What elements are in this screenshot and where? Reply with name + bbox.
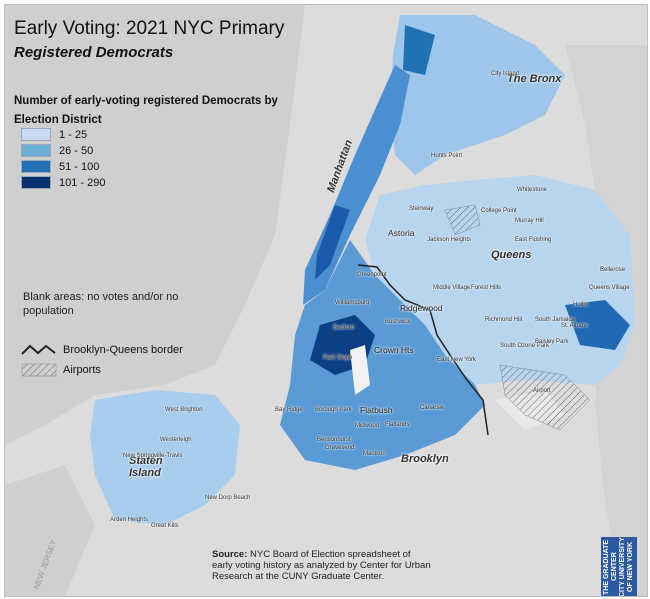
hood-ridgewood: Ridgewood [400, 303, 443, 313]
hood-astoria: Astoria [388, 228, 415, 238]
hood-flatbush: Flatbush [360, 405, 393, 415]
hood-east-flushing: East Flushing [515, 237, 552, 243]
hood-hunts-point: Hunts Point [431, 153, 463, 159]
hood-college-point: College Point [481, 208, 517, 214]
label-staten-island: Staten Island [129, 455, 163, 479]
hood-borough-park: Borough Park [315, 407, 352, 413]
source-text: NYC Board of Election spreadsheet of ear… [212, 549, 431, 582]
border-line-icon [21, 344, 56, 355]
airport-legend-label: Airports [63, 364, 101, 376]
hood-bedford: Bedford [333, 325, 355, 331]
hood-arden-heights: Arden Heights [110, 517, 149, 523]
new-jersey-land [5, 5, 305, 445]
hood-east-new-york: East New York [437, 357, 477, 363]
hood-great-kills: Great Kills [151, 523, 179, 529]
hood-baisley-park: Baisley Park [535, 339, 569, 345]
hood-new-dorp-beach: New Dorp Beach [205, 495, 251, 501]
hood-bensonhurst: Bensonhurst [317, 437, 351, 443]
legend-row-2: 26 - 50 [21, 143, 93, 158]
hood-south-jamaica: South Jamaica [535, 317, 575, 323]
legend-row-4: 101 - 290 [21, 175, 105, 190]
hood-bushwick: Bushwick [385, 319, 411, 325]
hood-queens-village: Queens Village [589, 285, 630, 291]
hood-west-brighton: West Brighton [165, 407, 203, 413]
blank-area-park [350, 345, 370, 395]
airport-hatch-icon [21, 363, 57, 377]
map-title: Early Voting: 2021 NYC Primary [14, 18, 285, 39]
hood-crown-hts: Crown Hts [374, 345, 414, 355]
source-note: Source: NYC Board of Election spreadshee… [212, 549, 432, 582]
hood-bay-ridge: Bay Ridge [275, 407, 303, 413]
border-legend-label: Brooklyn-Queens border [63, 344, 183, 356]
queens-region [365, 175, 635, 385]
legend-title: Number of early-voting registered Democr… [14, 95, 278, 126]
hood-flatlands: Flatlands [385, 422, 410, 428]
legend-swatch-2 [21, 144, 51, 157]
hood-whitestone: Whitestone [517, 187, 548, 193]
airport-legend-item: Airports [21, 363, 101, 377]
hood-gravesend: Gravesend [325, 445, 355, 451]
hood-park-slope: Park Slope [323, 355, 353, 361]
legend-label-1: 1 - 25 [59, 128, 88, 141]
border-legend-item: Brooklyn-Queens border [21, 343, 183, 357]
dense-districts-jamaica [565, 300, 630, 350]
label-the-bronx: The Bronx [507, 73, 562, 85]
hood-steinway: Steinway [409, 206, 434, 212]
hood-madison: Madison [363, 451, 386, 457]
hood-south-ozone-park: South Ozone Park [500, 343, 550, 349]
hood-midwood: Midwood [355, 423, 380, 429]
blank-areas-note: Blank areas: no votes and/or no populati… [23, 291, 179, 317]
legend-label-3: 51 - 100 [59, 160, 100, 173]
label-brooklyn: Brooklyn [401, 453, 449, 465]
map-frame: Early Voting: 2021 NYC Primary Registere… [4, 4, 648, 597]
graduate-center-logo: THE GRADUATE CENTER CITY UNIVERSITY OF N… [601, 537, 637, 597]
hood-greenpoint: Greenpoint [357, 272, 387, 278]
map-subtitle: Registered Democrats [14, 44, 174, 61]
source-label: Source: [212, 549, 248, 560]
hood-richmond-hill: Richmond Hill [485, 317, 523, 323]
hood-new-springville-travis: New Springville-Travis [123, 453, 183, 459]
legend-swatch-3 [21, 160, 51, 173]
staten-island-region [90, 390, 240, 525]
hood-westerleigh: Westerleigh [160, 437, 192, 443]
legend-label-2: 26 - 50 [59, 144, 94, 157]
hood-canarsie: Canarsie [420, 405, 445, 411]
hood-city-island: City Island [491, 71, 520, 77]
dense-districts-bronx [403, 25, 435, 75]
hood-st-albans: St. Albans [561, 323, 589, 329]
hood-williamsburg: Williamsburg [335, 300, 370, 306]
hood-jackson-heights: Jackson Heights [427, 237, 472, 243]
brooklyn-queens-border [357, 264, 489, 436]
hood-hollis: Hollis [573, 302, 588, 308]
hood-forest-hills: Forest Hills [471, 285, 502, 291]
map-canvas [5, 5, 647, 596]
label-queens: Queens [491, 249, 532, 261]
legend-row-3: 51 - 100 [21, 159, 99, 174]
bronx-region [390, 15, 565, 175]
nj-south-land [5, 465, 95, 596]
logo-text: THE GRADUATE CENTER CITY UNIVERSITY OF N… [603, 537, 634, 597]
brooklyn-region [280, 240, 485, 470]
legend-swatch-4 [21, 176, 51, 189]
hood-middle-village: Middle Village [433, 285, 471, 291]
airport-laguardia [444, 204, 481, 236]
legend-label-4: 101 - 290 [59, 176, 106, 189]
hood-murray-hill: Murray Hill [515, 218, 544, 224]
airport-jfk [499, 364, 591, 431]
legend-row-1: 1 - 25 [21, 127, 87, 142]
hood-airport: Airport [533, 388, 551, 394]
hood-bellerose: Bellerose [600, 267, 626, 273]
dense-districts-manhattan [315, 205, 350, 280]
legend-swatch-1 [21, 128, 51, 141]
